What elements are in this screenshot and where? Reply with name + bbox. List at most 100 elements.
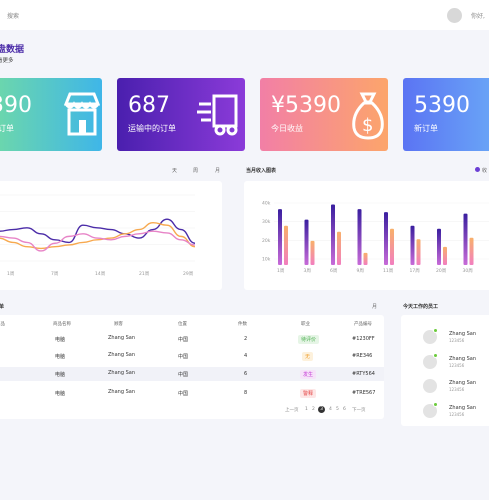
- pager-page[interactable]: 2: [312, 407, 315, 412]
- stat-card-earnings[interactable]: ¥5390 今日收益 $: [260, 78, 388, 151]
- cell-name: 电脑: [55, 354, 66, 360]
- cell-location: 中国: [178, 354, 189, 360]
- staff-name[interactable]: Zhang San: [449, 356, 476, 362]
- stat-label: 成订单: [0, 124, 14, 133]
- filter-month[interactable]: 月: [215, 168, 221, 174]
- series-line-0: [0, 218, 196, 244]
- series-line-1: [0, 221, 196, 250]
- stat-card-completed[interactable]: 390 成订单: [0, 78, 102, 151]
- bar-series-0: [357, 209, 362, 265]
- legend-label: 收: [482, 168, 488, 174]
- pager-next[interactable]: 下一页: [352, 408, 366, 413]
- orders-filter[interactable]: 月: [372, 304, 378, 310]
- bar-series-0: [384, 212, 388, 265]
- col-header: 顾客: [114, 322, 123, 327]
- x-tick: 7周: [51, 272, 59, 277]
- bar-series-0: [437, 228, 441, 265]
- stat-label: 新订单: [414, 124, 438, 133]
- filter-week[interactable]: 周: [193, 168, 199, 174]
- search-label[interactable]: 搜索: [7, 13, 20, 20]
- staff-avatar[interactable]: [423, 330, 437, 344]
- x-tick-label: 6周: [330, 268, 337, 274]
- staff-id: 123456: [449, 338, 465, 343]
- pager-page[interactable]: 6: [343, 407, 346, 412]
- page-title: 盘数据: [0, 45, 25, 55]
- bar-series-1: [416, 239, 421, 265]
- staff-name[interactable]: Zhang San: [449, 405, 476, 411]
- stat-card-shipping[interactable]: 687 运输中的订单: [117, 78, 245, 151]
- x-tick: 29周: [183, 272, 194, 277]
- bar-series-0: [331, 204, 335, 265]
- col-header: 位置: [178, 322, 187, 327]
- row-highlight: [0, 367, 384, 381]
- status-badge: 待评价: [298, 335, 320, 344]
- bar-series-1: [469, 237, 474, 265]
- stat-value: 5390: [414, 93, 470, 118]
- cell-name: 电脑: [55, 372, 66, 378]
- cell-customer: Zhang San: [108, 389, 135, 395]
- legend-dot: [475, 167, 480, 172]
- y-tick-label: 20k: [262, 238, 271, 244]
- page-subtitle[interactable]: 看更多: [0, 58, 14, 64]
- online-indicator: [433, 328, 438, 333]
- staff-name[interactable]: Zhang San: [449, 331, 476, 337]
- money-bag-icon: $: [352, 92, 384, 140]
- pager-page[interactable]: 5: [336, 407, 339, 412]
- bar-series-1: [443, 246, 447, 265]
- orders-title: 单: [0, 304, 5, 310]
- cell-qty: 4: [244, 353, 248, 359]
- bar-series-1: [284, 225, 288, 265]
- x-tick-label: 1周: [277, 268, 284, 274]
- bar-chart-panel: 40k 30k 20k 10k 1周 3周 6周 9周 11周 17周 20周 30周: [244, 181, 489, 290]
- staff-avatar[interactable]: [423, 355, 437, 369]
- online-indicator: [433, 402, 438, 407]
- x-tick: 14周: [95, 272, 106, 277]
- bar-series-0: [410, 225, 415, 265]
- truck-icon: [197, 94, 238, 136]
- staff-avatar[interactable]: [423, 404, 437, 418]
- stat-label: 今日收益: [271, 124, 303, 133]
- x-tick: 1周: [7, 272, 15, 277]
- filter-day[interactable]: 天: [172, 168, 178, 174]
- line-chart-panel: [0, 181, 222, 290]
- greeting-text[interactable]: 你好,: [471, 13, 485, 20]
- pager-prev[interactable]: 上一页: [285, 408, 299, 413]
- pager-page[interactable]: 1: [305, 407, 308, 412]
- status-badge: 发生: [300, 370, 317, 379]
- col-header: 件数: [238, 322, 247, 327]
- cell-qty: 6: [244, 371, 248, 377]
- user-avatar[interactable]: [447, 8, 462, 23]
- pager-page-active[interactable]: 3: [318, 406, 325, 413]
- cell-qty: 8: [244, 390, 248, 396]
- online-indicator: [433, 353, 438, 358]
- status-badge: 警释: [300, 389, 317, 398]
- x-tick-label: 30周: [463, 268, 473, 274]
- x-tick-label: 20周: [436, 268, 446, 274]
- orders-panel: [0, 315, 384, 419]
- stat-value: 390: [0, 93, 32, 118]
- cell-name: 电脑: [55, 391, 66, 397]
- y-tick-label: 40k: [262, 201, 271, 207]
- cell-location: 中国: [178, 372, 189, 378]
- cell-code: #TRE567: [352, 390, 376, 396]
- stat-card-new-orders[interactable]: 5390 新订单: [403, 78, 489, 151]
- cell-customer: Zhang San: [108, 352, 135, 358]
- y-tick-label: 30k: [262, 219, 271, 225]
- bar-series-1: [337, 231, 341, 265]
- staff-name[interactable]: Zhang San: [449, 380, 476, 386]
- pager-page[interactable]: 4: [329, 407, 332, 412]
- cell-code: #RE346: [352, 353, 373, 359]
- x-tick-label: 17周: [410, 268, 420, 274]
- bar-series-1: [390, 228, 394, 265]
- bar-series-0: [278, 209, 282, 265]
- x-tick-label: 3周: [304, 268, 311, 274]
- cell-customer: Zhang San: [108, 370, 135, 376]
- y-tick-label: 10k: [262, 257, 271, 263]
- stat-value: 687: [128, 93, 170, 118]
- bar-chart: 40k 30k 20k 10k 1周 3周 6周 9周 11周 17周 20周 30周: [262, 201, 489, 274]
- col-header: 商品名称: [53, 322, 71, 327]
- x-tick-label: 9周: [357, 268, 364, 274]
- bar-series-0: [304, 219, 309, 265]
- line-chart: [0, 194, 196, 262]
- staff-avatar[interactable]: [423, 379, 437, 393]
